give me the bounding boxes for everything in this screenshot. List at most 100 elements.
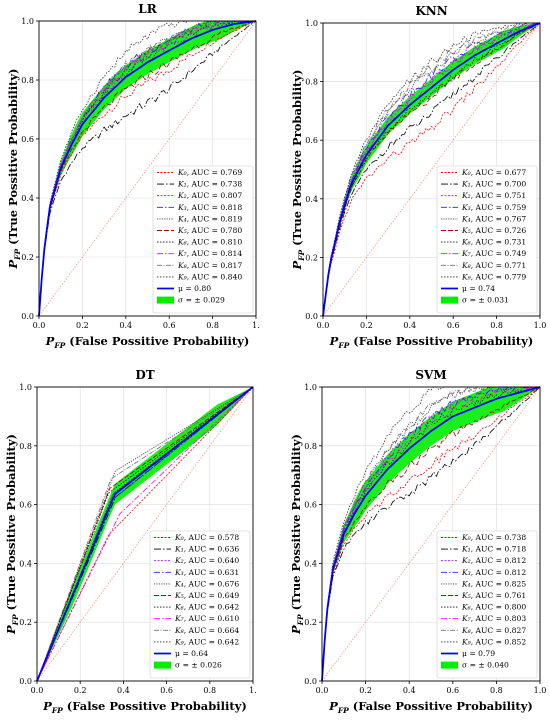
legend-entry: K₆, AUC = 0.810: [177, 238, 242, 247]
x-axis-label: PFP (False Possitive Probability): [42, 699, 247, 715]
legend-sample-band: [441, 661, 458, 669]
mean-roc-curve: [38, 20, 257, 317]
legend: K₀, AUC = 0.738 K₁, AUC = 0.718 K₂, AUC = …: [436, 530, 538, 679]
legend-entry: K₇, AUC = 0.803: [461, 614, 526, 623]
fold-curve-k6: [38, 20, 257, 317]
fold-curve-k6: [321, 386, 541, 682]
y-tick-label: 0.2: [304, 618, 317, 627]
mean-roc-curve: [36, 386, 254, 682]
y-tick-label: 0.2: [305, 253, 318, 262]
chart-title: SVM: [415, 368, 446, 382]
x-tick-label: 0.2: [76, 321, 89, 330]
legend-entry: K₄, AUC = 0.767: [461, 214, 526, 223]
y-axis-label: PFP (True Possitive Probability): [4, 434, 20, 635]
legend-entry: K₅, AUC = 0.761: [461, 591, 526, 600]
legend-entry: μ = 0.64: [175, 649, 208, 658]
legend-entry: K₉, AUC = 0.840: [177, 272, 242, 281]
chart-title: KNN: [415, 4, 447, 18]
y-tick-label: 0.4: [305, 195, 318, 204]
legend-entry: σ = ± 0.026: [175, 661, 222, 670]
legend-entry: K₁, AUC = 0.636: [174, 545, 239, 554]
fold-curve-k7: [38, 20, 257, 317]
legend-entry: K₄, AUC = 0.676: [174, 579, 239, 588]
legend: K₀, AUC = 0.677 K₁, AUC = 0.700 K₂, AUC = …: [436, 165, 538, 314]
legend-entry: μ = 0.74: [462, 284, 495, 293]
legend-entry: K₂, AUC = 0.807: [177, 191, 242, 200]
legend-entry: K₃, AUC = 0.818: [177, 203, 242, 212]
y-tick-label: 0.6: [304, 501, 317, 510]
legend-entry: K₈, AUC = 0.664: [174, 626, 239, 635]
y-tick-label: 0.0: [21, 312, 34, 321]
fold-curve-k5: [322, 22, 541, 317]
legend-entry: K₅, AUC = 0.780: [177, 226, 242, 235]
legend-entry: K₃, AUC = 0.812: [461, 568, 526, 577]
x-tick-label: 0.2: [74, 686, 87, 695]
legend-entry: K₇, AUC = 0.814: [177, 249, 242, 258]
x-tick-label: 1.0: [534, 321, 547, 330]
y-tick-label: 0.0: [19, 677, 32, 686]
legend-entry: K₉, AUC = 0.779: [461, 272, 526, 281]
legend-entry: K₀, AUC = 0.738: [461, 533, 526, 542]
fold-curve-k0: [322, 22, 541, 317]
mean-roc-curve: [322, 22, 541, 317]
chance-line: [322, 22, 541, 317]
x-tick-label: 0.6: [160, 686, 173, 695]
fold-curve-k6: [36, 386, 254, 682]
fold-curve-k5: [36, 386, 254, 682]
legend: K₀, AUC = 0.578 K₁, AUC = 0.636 K₂, AUC = …: [149, 530, 251, 679]
legend-entry: K₁, AUC = 0.718: [461, 545, 526, 554]
x-tick-label: 0.4: [117, 686, 130, 695]
y-tick-label: 1.0: [19, 383, 32, 392]
x-tick-label: 0.2: [359, 686, 372, 695]
legend-entry: K₃, AUC = 0.631: [174, 568, 239, 577]
fold-curve-k3: [322, 22, 541, 317]
fold-curve-k8: [38, 20, 256, 317]
legend-box: [152, 165, 254, 314]
y-tick-label: 0.6: [19, 501, 32, 510]
y-tick-label: 0.8: [304, 442, 317, 451]
fold-curve-k4: [322, 22, 541, 317]
fold-curve-k1: [322, 22, 541, 317]
x-tick-label: 0.6: [163, 321, 176, 330]
fold-curve-k2: [322, 22, 541, 317]
fold-curve-k2: [38, 20, 257, 317]
x-tick-label: 0.2: [360, 321, 373, 330]
x-tick-label: 0.0: [317, 321, 330, 330]
legend-box: [149, 530, 251, 679]
fold-curve-k4: [321, 386, 540, 682]
legend-entry: K₅, AUC = 0.649: [174, 591, 239, 600]
y-tick-label: 0.4: [19, 559, 32, 568]
legend-entry: K₀, AUC = 0.677: [461, 168, 526, 177]
x-tick-label: 0.6: [447, 321, 460, 330]
fold-curve-k1: [321, 386, 541, 682]
chart-panel-lr: LR 0.0 0.2 0.4 0.6 0.8 1. 0.0 0.2 0.4 0.6 0.8 1.0 PFP…: [6, 2, 260, 350]
legend-sample-band: [154, 661, 171, 669]
fold-curve-k0: [38, 20, 257, 317]
x-tick-label: 0.4: [403, 321, 416, 330]
legend-entry: K₄, AUC = 0.825: [461, 579, 526, 588]
legend-entry: μ = 0.79: [462, 649, 495, 658]
y-tick-label: 0.4: [304, 559, 317, 568]
x-tick-label: 0.8: [490, 321, 503, 330]
y-tick-label: 1.0: [304, 383, 317, 392]
chance-line: [321, 386, 541, 682]
std-band: [323, 23, 540, 316]
fold-curve-k7: [322, 22, 541, 317]
x-axis-label: PFP (False Possitive Probability): [328, 699, 533, 715]
x-tick-label: 1.0: [534, 686, 547, 695]
chart-panel-dt: DT 0.0 0.2 0.4 0.6 0.8 1. 0.0 0.2 0.4 0.6 0.8 1.0 PFP…: [4, 368, 257, 715]
x-tick-label: 0.4: [119, 321, 132, 330]
y-tick-label: 1.0: [305, 19, 318, 28]
x-axis-label: PFP (False Possitive Probability): [45, 334, 250, 350]
legend-entry: K₅, AUC = 0.726: [461, 226, 526, 235]
legend-entry: K₇, AUC = 0.610: [174, 614, 239, 623]
std-band: [322, 387, 540, 681]
y-tick-label: 0.8: [305, 78, 318, 87]
x-tick-label: 0.0: [31, 686, 44, 695]
fold-curve-k5: [38, 20, 257, 317]
legend-entry: K₁, AUC = 0.738: [177, 180, 242, 189]
x-tick-label: 1.: [252, 321, 260, 330]
y-tick-label: 1.0: [21, 17, 34, 26]
